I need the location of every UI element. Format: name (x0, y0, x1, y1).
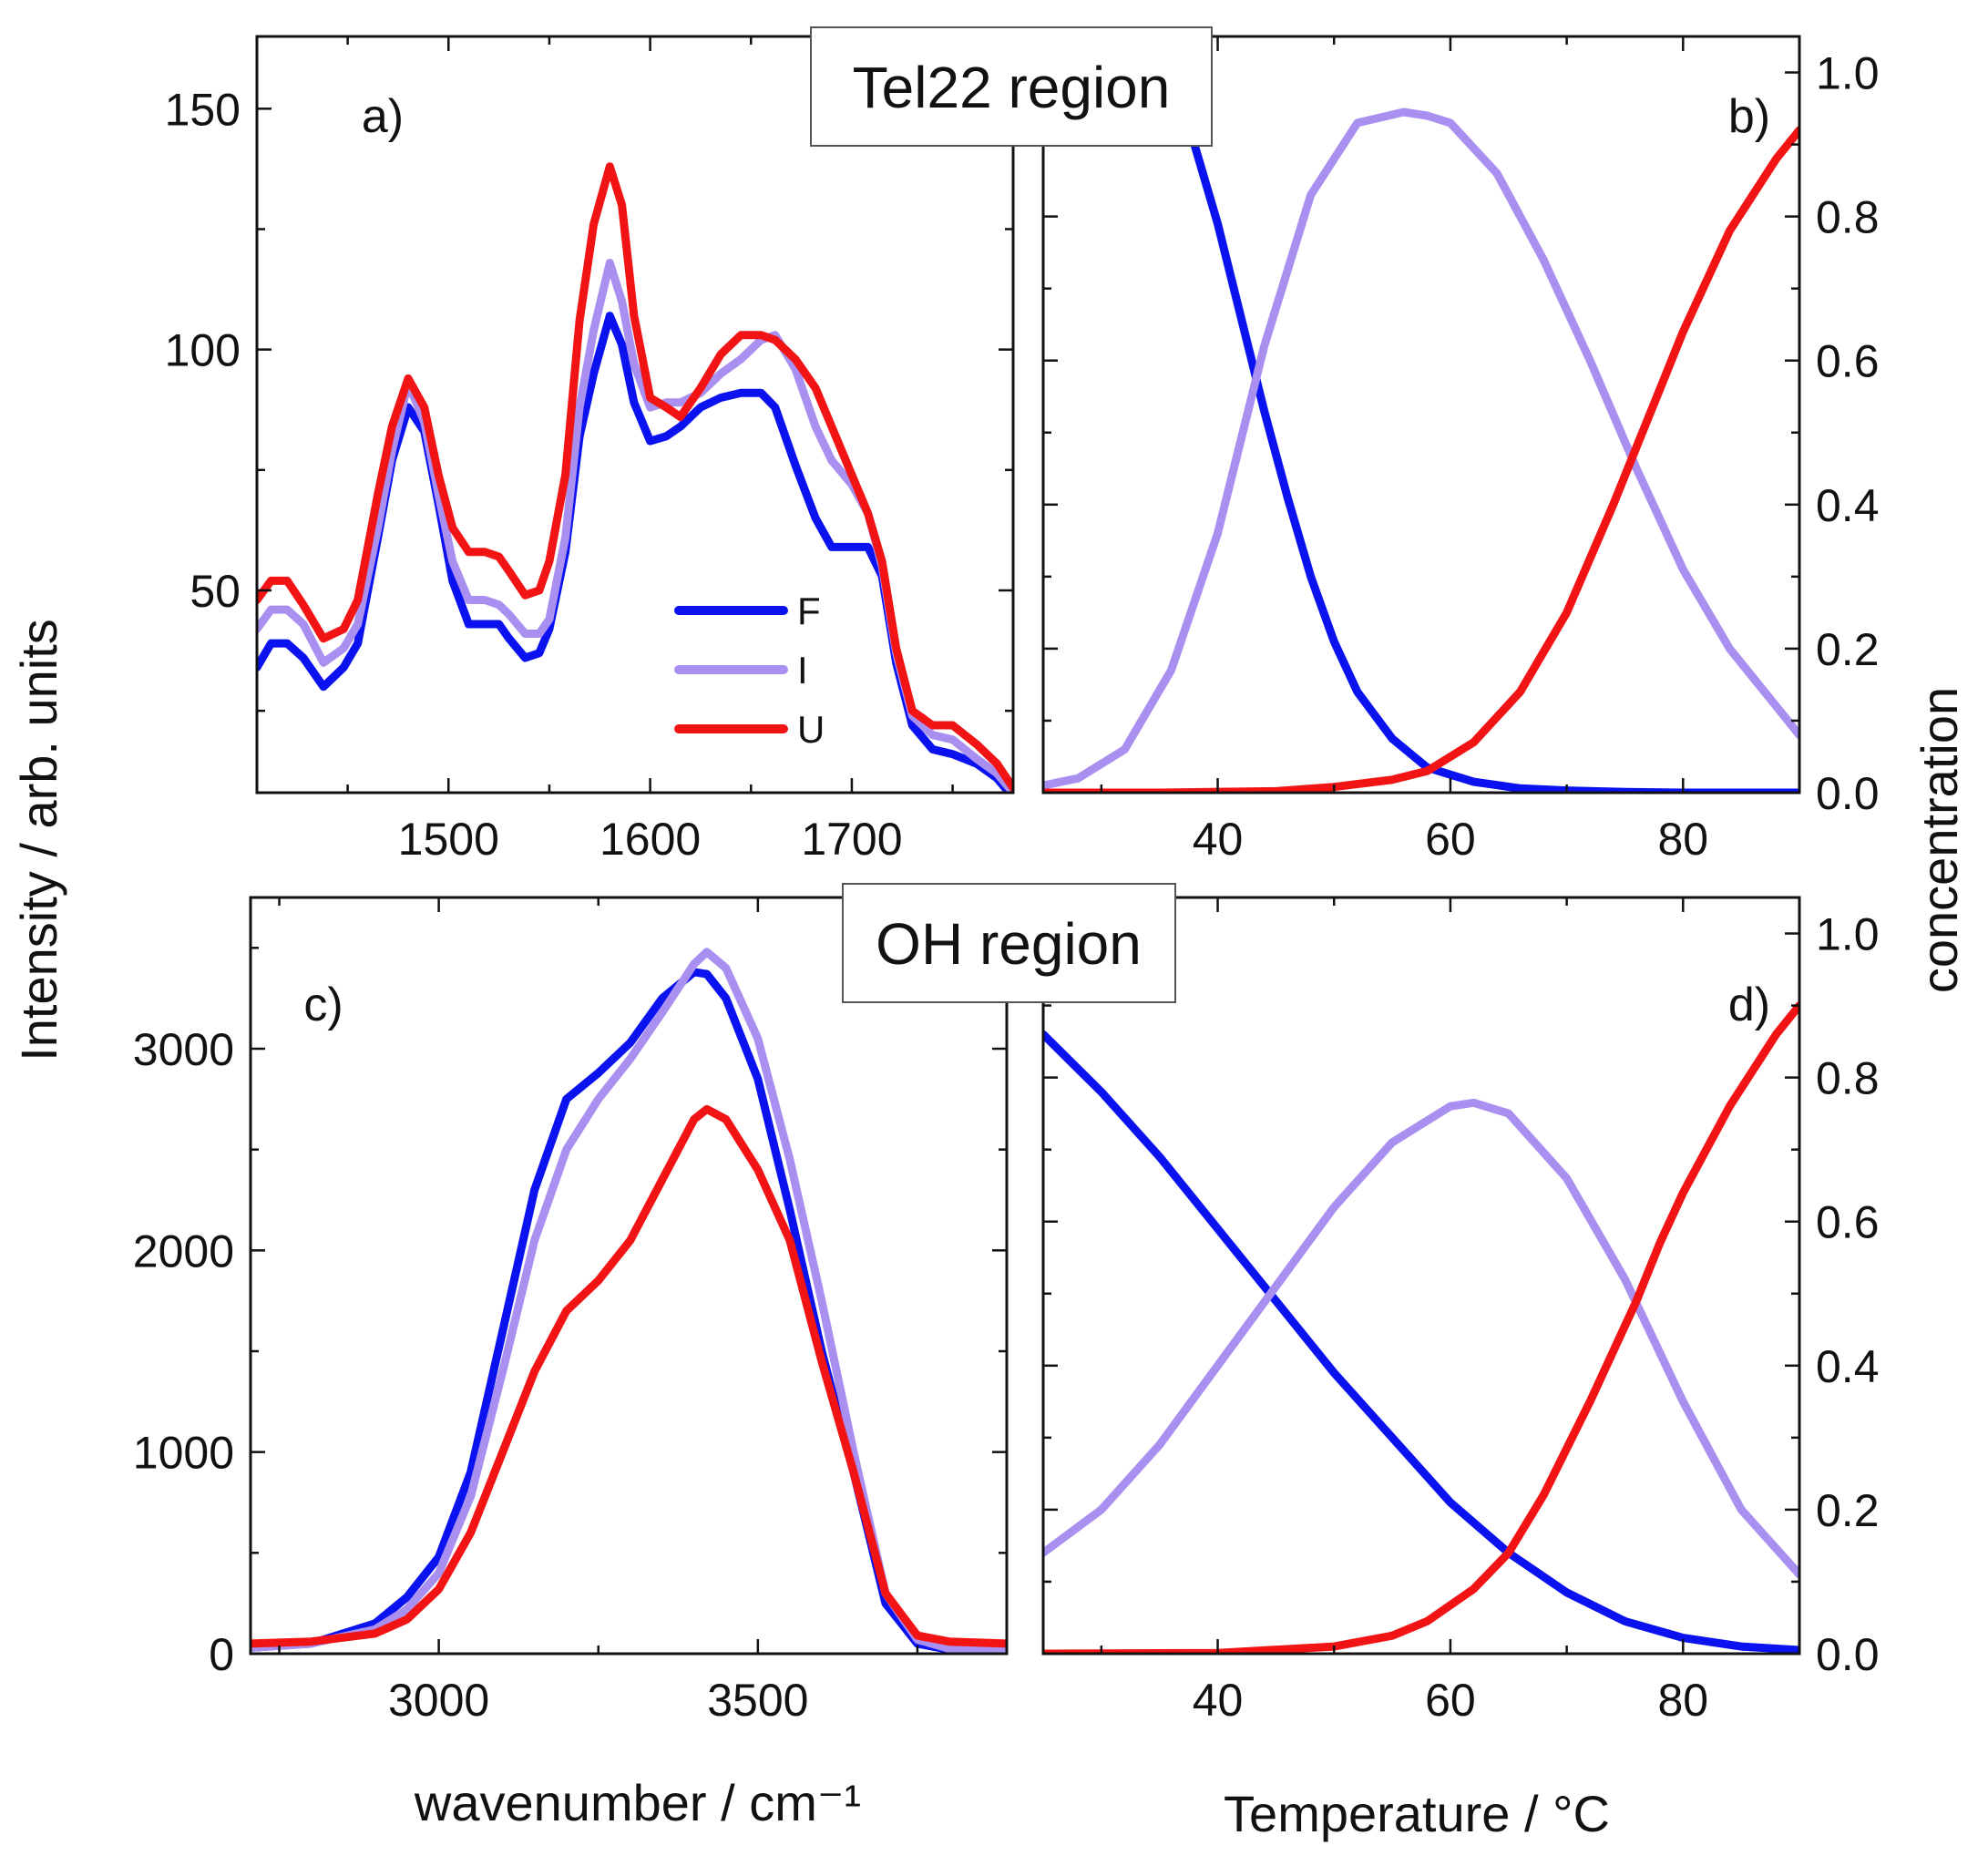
series-line-a-U (257, 162, 1013, 793)
x-tick-label-a: 1600 (599, 814, 701, 865)
y-tick-label-d: 1.0 (1816, 909, 1880, 960)
y-tick-label-a: 150 (165, 84, 241, 135)
region-label-top: Tel22 region (810, 26, 1213, 147)
panel-a: 1500 1600 1700 50 100 150 a) (165, 35, 1015, 865)
x-tick-label-d: 40 (1193, 1675, 1244, 1726)
panel-label-b: b) (1728, 90, 1770, 143)
y-tick-label-a: 50 (190, 566, 241, 617)
plot-frame-a (255, 35, 1015, 795)
panel-c: 3000 3500 0 1000 2000 3000 c) (133, 896, 1009, 1726)
y-tick-label-c: 3000 (133, 1024, 234, 1075)
y-axis-title-right: concentration (1911, 687, 1968, 993)
y-tick-label-b: 0.2 (1816, 624, 1880, 675)
series-group-c (251, 948, 1007, 1654)
series-line-d-F (1043, 1030, 1799, 1654)
region-label-bottom-text: OH region (876, 911, 1142, 977)
series-line-c-F (251, 968, 1007, 1654)
x-axis-title-right: Temperature / °C (1224, 1785, 1610, 1842)
series-group-d (1043, 1001, 1799, 1654)
legend-label-F: F (797, 590, 821, 632)
legend-label-I: I (797, 649, 808, 692)
series-group-a (257, 162, 1013, 793)
panel-d: 40 60 80 0.0 0.2 0.4 0.6 0.8 1.0 d) (1041, 896, 1880, 1726)
y-tick-label-b: 0.0 (1816, 768, 1880, 819)
panel-label-a: a) (362, 90, 404, 143)
x-tick-label-c: 3500 (707, 1675, 808, 1726)
panel-label-c: c) (303, 979, 343, 1031)
x-tick-label-d: 60 (1425, 1675, 1476, 1726)
plot-frame-b (1041, 35, 1801, 795)
x-tick-label-c: 3000 (388, 1675, 489, 1726)
plot-frame-d (1041, 896, 1801, 1656)
x-tick-label-b: 40 (1193, 814, 1244, 865)
y-tick-label-b: 0.4 (1816, 480, 1880, 531)
y-tick-label-d: 0.4 (1816, 1341, 1880, 1392)
y-tick-label-d: 0.6 (1816, 1197, 1880, 1248)
series-line-b-U (1043, 126, 1799, 793)
y-tick-label-b: 0.6 (1816, 336, 1880, 387)
panel-label-d: d) (1728, 979, 1770, 1031)
x-tick-label-a: 1500 (398, 814, 499, 865)
x-tick-label-b: 60 (1425, 814, 1476, 865)
y-tick-label-b: 1.0 (1816, 48, 1880, 99)
region-label-bottom-box (842, 883, 1176, 1003)
region-label-bottom: OH region (842, 883, 1176, 1003)
y-tick-label-d: 0.0 (1816, 1629, 1880, 1680)
x-tick-label-a: 1700 (801, 814, 902, 865)
x-tick-label-d: 80 (1657, 1675, 1708, 1726)
series-line-d-I (1043, 1098, 1799, 1579)
y-axis-title-left: Intensity / arb. units (10, 619, 67, 1061)
legend: FIU (674, 590, 825, 751)
series-line-d-U (1043, 1001, 1799, 1654)
y-tick-label-a: 100 (165, 325, 241, 376)
y-tick-label-c: 0 (209, 1629, 234, 1680)
y-tick-label-d: 0.8 (1816, 1053, 1880, 1104)
y-tick-label-c: 1000 (133, 1428, 234, 1479)
x-tick-label-b: 80 (1657, 814, 1708, 865)
plot-frame-c (249, 896, 1009, 1656)
y-tick-label-d: 0.2 (1816, 1485, 1880, 1536)
y-tick-label-b: 0.8 (1816, 192, 1880, 243)
series-line-c-I (251, 948, 1007, 1654)
y-tick-label-c: 2000 (133, 1225, 234, 1276)
region-label-top-text: Tel22 region (853, 55, 1171, 120)
x-axis-title-left: wavenumber / cm⁻¹ (414, 1774, 861, 1831)
series-line-c-U (251, 1104, 1007, 1648)
series-line-b-I (1043, 108, 1799, 790)
legend-label-U: U (797, 708, 825, 751)
region-label-top-box (810, 26, 1213, 147)
